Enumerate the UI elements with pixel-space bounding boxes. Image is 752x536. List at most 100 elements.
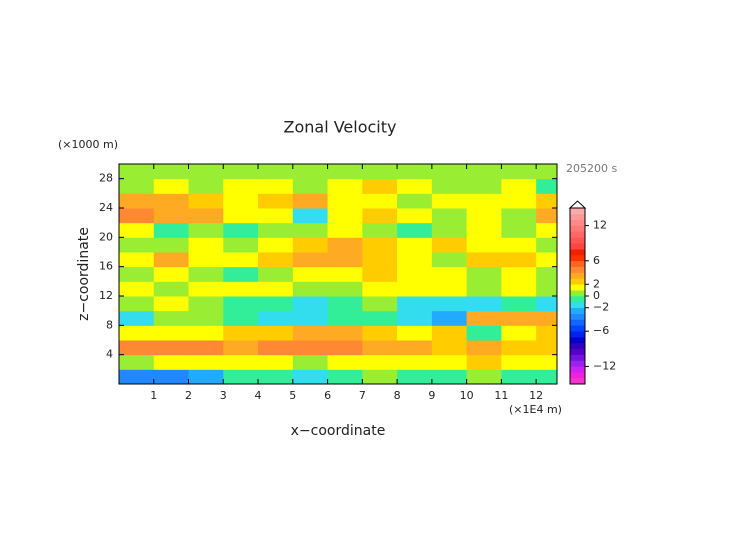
field-cell bbox=[362, 237, 398, 253]
field-cell bbox=[327, 208, 363, 224]
plot-frame bbox=[118, 163, 558, 385]
field-cell bbox=[431, 340, 468, 356]
x-tick-label: 5 bbox=[289, 389, 296, 402]
field-cell bbox=[223, 178, 259, 194]
field-cell bbox=[536, 354, 558, 370]
chart-title: Zonal Velocity bbox=[284, 118, 397, 137]
field-cell bbox=[188, 164, 224, 180]
field-cell bbox=[119, 281, 155, 297]
field-cell bbox=[397, 340, 433, 356]
field-cell bbox=[258, 354, 294, 370]
x-tick-label: 9 bbox=[428, 389, 435, 402]
colorbar-segment bbox=[570, 219, 585, 226]
field-cell bbox=[119, 296, 155, 312]
field-cell bbox=[431, 252, 468, 268]
field-cell bbox=[397, 222, 433, 238]
field-cell bbox=[292, 164, 329, 180]
field-cell bbox=[153, 266, 190, 282]
colorbar-segment bbox=[570, 372, 585, 379]
field-cell bbox=[397, 237, 433, 253]
colorbar-segment bbox=[570, 331, 585, 338]
field-cell bbox=[327, 252, 363, 268]
field-cell bbox=[397, 296, 433, 312]
field-cell bbox=[327, 237, 363, 253]
field-cell bbox=[362, 208, 398, 224]
field-cell bbox=[431, 310, 468, 326]
field-cell bbox=[362, 266, 398, 282]
field-cell bbox=[431, 164, 468, 180]
y-tick-label: 4 bbox=[106, 348, 113, 361]
field-cell bbox=[397, 325, 433, 341]
field-cell bbox=[362, 193, 398, 209]
colorbar-segment bbox=[570, 319, 585, 326]
field-cell bbox=[397, 252, 433, 268]
field-cell bbox=[466, 178, 502, 194]
colorbar-segment bbox=[570, 249, 585, 256]
field-cell bbox=[362, 252, 398, 268]
field-cell bbox=[327, 296, 363, 312]
y-tick-label: 16 bbox=[99, 260, 113, 273]
field-cell bbox=[258, 310, 294, 326]
field-cell bbox=[258, 340, 294, 356]
field-cell bbox=[153, 237, 190, 253]
field-cell bbox=[327, 281, 363, 297]
x-tick-label: 3 bbox=[220, 389, 227, 402]
field-cell bbox=[536, 222, 558, 238]
field-cell bbox=[362, 310, 398, 326]
colorbar-segment bbox=[570, 278, 585, 285]
field-cell bbox=[153, 354, 190, 370]
field-cell bbox=[223, 296, 259, 312]
y-unit: (×1000 m) bbox=[58, 138, 118, 151]
colorbar-tick-label: −2 bbox=[593, 301, 609, 314]
field-cell bbox=[119, 222, 155, 238]
field-cell bbox=[119, 193, 155, 209]
field-cell bbox=[153, 310, 190, 326]
field-cell bbox=[258, 266, 294, 282]
field-cell bbox=[188, 281, 224, 297]
field-cell bbox=[292, 266, 329, 282]
field-cell bbox=[119, 369, 155, 385]
y-tick-label: 28 bbox=[99, 172, 113, 185]
field-cell bbox=[292, 252, 329, 268]
field-cell bbox=[119, 310, 155, 326]
field-cell bbox=[362, 178, 398, 194]
field-cell bbox=[466, 296, 502, 312]
field-cell bbox=[153, 325, 190, 341]
field-cell bbox=[501, 281, 537, 297]
field-cell bbox=[258, 296, 294, 312]
colorbar-arrow bbox=[568, 200, 587, 209]
field-cell bbox=[119, 354, 155, 370]
field-cell bbox=[536, 178, 558, 194]
time-label: 205200 s bbox=[566, 162, 617, 175]
field-cell bbox=[397, 208, 433, 224]
x-axis-label: x−coordinate bbox=[291, 423, 386, 439]
field-cell bbox=[501, 310, 537, 326]
colorbar-segment bbox=[570, 266, 585, 273]
field-cell bbox=[153, 208, 190, 224]
field-cell bbox=[292, 310, 329, 326]
field-cell bbox=[223, 310, 259, 326]
colorbar-segment bbox=[570, 366, 585, 373]
x-tick-label: 8 bbox=[394, 389, 401, 402]
y-tick-label: 24 bbox=[99, 201, 113, 214]
field-cell bbox=[223, 266, 259, 282]
x-tick-label: 2 bbox=[185, 389, 192, 402]
y-tick-label: 12 bbox=[99, 289, 113, 302]
field-cell bbox=[501, 237, 537, 253]
field-cell bbox=[292, 222, 329, 238]
field-cell bbox=[119, 266, 155, 282]
field-cell bbox=[501, 178, 537, 194]
field-cell bbox=[223, 222, 259, 238]
field-cell bbox=[431, 296, 468, 312]
colorbar-segment bbox=[570, 213, 585, 221]
field-cell bbox=[292, 208, 329, 224]
field-cell bbox=[431, 281, 468, 297]
field-cell bbox=[536, 266, 558, 282]
field-cell bbox=[466, 193, 502, 209]
field-cell bbox=[188, 340, 224, 356]
field-cell bbox=[466, 222, 502, 238]
colorbar-segment bbox=[570, 313, 585, 320]
field-cell bbox=[501, 164, 537, 180]
colorbar-segment bbox=[570, 342, 585, 350]
